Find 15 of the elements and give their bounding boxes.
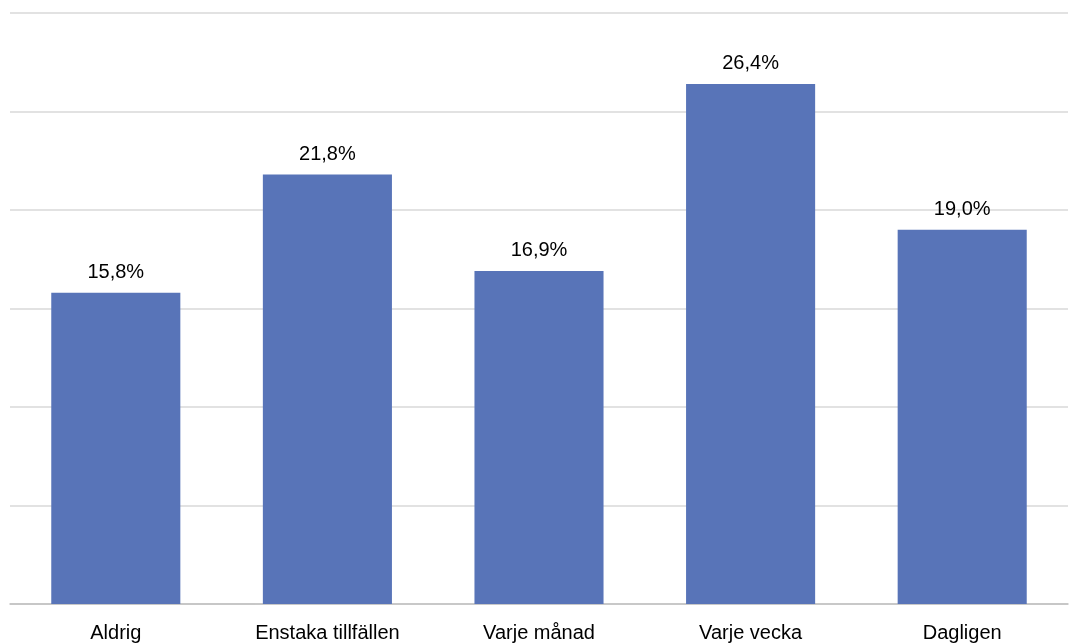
data-label: 16,9%	[510, 238, 568, 261]
x-tick-label: Enstaka tillfällen	[255, 621, 400, 643]
x-tick-label: Dagligen	[922, 621, 1002, 643]
bar	[897, 229, 1027, 604]
data-label: 26,4%	[722, 50, 780, 73]
bar	[474, 271, 604, 604]
data-label: 19,0%	[933, 196, 991, 219]
x-tick-label: Aldrig	[90, 621, 142, 643]
bar	[262, 174, 392, 604]
bar	[51, 292, 181, 604]
bar	[686, 83, 816, 604]
data-label: 21,8%	[299, 141, 356, 164]
x-tick-label: Varje vecka	[699, 621, 803, 643]
data-label: 15,8%	[87, 259, 145, 282]
x-tick-label: Varje månad	[483, 621, 595, 643]
